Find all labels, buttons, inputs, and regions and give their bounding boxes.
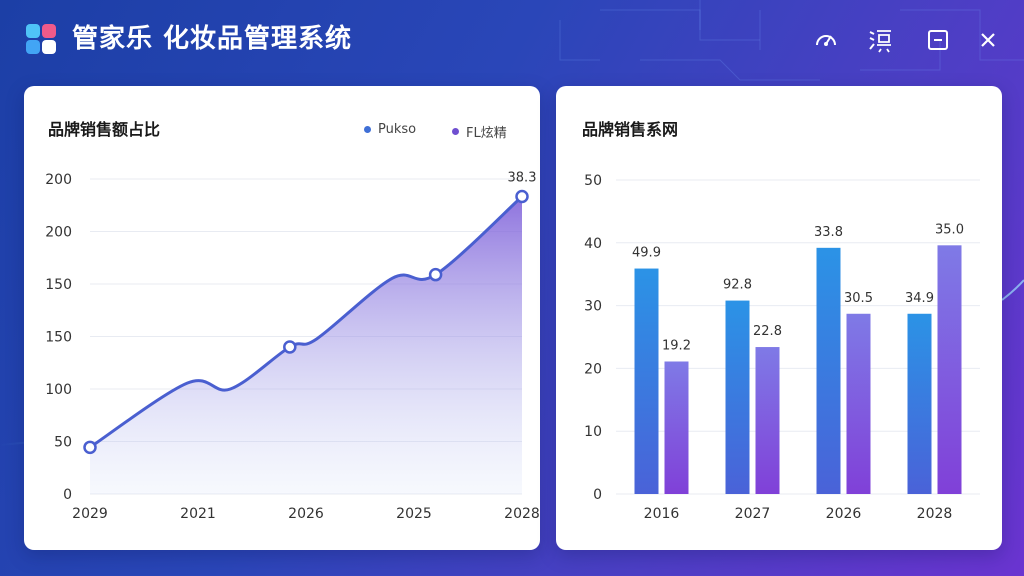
brand-sales-panel: 品牌销售系网 0 10 20 30 40 50 2016 49.9 19.2 2027 92.8 22…: [556, 86, 1002, 550]
bar-chart: 0 10 20 30 40 50 2016 49.9 19.2 2027 92.8 22.8 2026 3…: [584, 173, 980, 522]
legend-label: Pukso: [378, 122, 417, 137]
y-tick-label: 50: [584, 173, 602, 189]
panel-title: 品牌销售额占比: [48, 120, 161, 139]
legend-label: FL炫精: [466, 126, 507, 141]
y-tick-label: 150: [45, 330, 72, 346]
bar-value-label: 49.9: [632, 246, 661, 261]
close-button[interactable]: [972, 24, 1004, 56]
y-tick-label: 150: [45, 277, 72, 293]
brand-sales-share-panel: 品牌销售额占比 Pukso FL炫精 0 50 100 150 150 200 200 202…: [24, 86, 540, 550]
bar-value-label: 35.0: [935, 222, 964, 237]
x-tick-label: 2016: [644, 506, 680, 522]
title-bar: 管家乐 化妆品管理系统: [0, 0, 1024, 80]
x-tick-label: 2028: [917, 506, 953, 522]
app-glyph-button[interactable]: [864, 24, 896, 56]
data-label: 38.3: [508, 171, 537, 186]
bar: [846, 313, 871, 494]
bar: [937, 245, 962, 494]
legend-item: Pukso: [364, 122, 416, 137]
data-point: [283, 340, 297, 354]
x-tick-label: 2026: [826, 506, 862, 522]
bar-value-label: 19.2: [662, 338, 691, 353]
bar-value-label: 33.8: [814, 225, 843, 240]
y-tick-label: 20: [584, 361, 602, 377]
x-tick-label: 2021: [180, 506, 216, 522]
x-tick-label: 2026: [288, 506, 324, 522]
y-tick-label: 40: [584, 236, 602, 252]
data-point: [515, 189, 529, 204]
close-icon: [981, 33, 995, 47]
x-tick-label: 2025: [396, 506, 432, 522]
bar: [816, 247, 841, 494]
y-tick-label: 200: [45, 225, 72, 241]
y-tick-label: 0: [593, 487, 602, 503]
legend-item: FL炫精: [452, 122, 507, 141]
panel-title: 品牌销售系网: [582, 120, 679, 139]
app-title: 管家乐 化妆品管理系统: [72, 24, 353, 54]
app-logo: [26, 24, 56, 54]
bar: [725, 300, 750, 494]
bar-value-label: 30.5: [844, 291, 873, 306]
y-tick-label: 200: [45, 172, 72, 188]
bar: [907, 313, 932, 494]
legend-marker: [364, 126, 371, 133]
app-glyph-icon: [869, 30, 891, 53]
area-chart: 0 50 100 150 150 200 200 2029 2021 2026 2025 2028 38…: [45, 171, 540, 523]
data-point: [428, 267, 443, 282]
bar-value-label: 34.9: [905, 291, 934, 306]
bar: [634, 268, 659, 494]
x-tick-label: 2028: [504, 506, 540, 522]
x-tick-label: 2027: [735, 506, 771, 522]
y-tick-label: 50: [54, 435, 72, 451]
data-point: [83, 440, 97, 455]
y-tick-label: 30: [584, 299, 602, 315]
bar: [755, 347, 780, 494]
minimize-button[interactable]: [922, 24, 954, 56]
y-tick-label: 100: [45, 382, 72, 398]
bar: [664, 361, 689, 494]
minimize-icon: [928, 30, 948, 50]
x-tick-label: 2029: [72, 506, 108, 522]
bar-value-label: 22.8: [753, 324, 782, 339]
bar-value-label: 92.8: [723, 278, 752, 293]
speedometer-icon: [816, 35, 836, 46]
speedometer-button[interactable]: [810, 24, 842, 56]
y-tick-label: 10: [584, 424, 602, 440]
legend-marker: [452, 128, 459, 135]
y-tick-label: 0: [63, 487, 72, 503]
